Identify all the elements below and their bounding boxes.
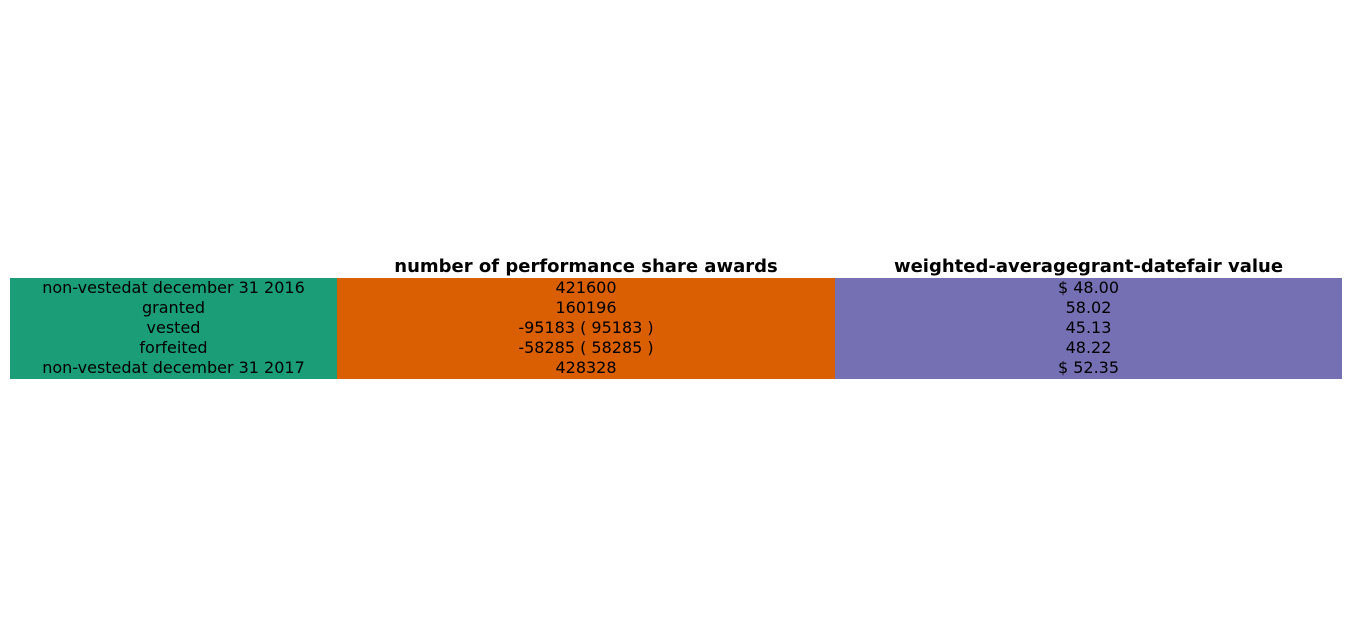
header-cell-number-of-awards: number of performance share awards: [394, 256, 778, 277]
table-cell-awards: 160196: [555, 298, 617, 317]
header-cell-fair-value: weighted-averagegrant-datefair value: [893, 256, 1284, 277]
table-cell-awards: 421600: [555, 278, 617, 297]
table-cell-awards: -58285 ( 58285 ): [518, 338, 654, 357]
table-cell-row-label: forfeited: [139, 338, 208, 357]
table-cell-fair-value: $ 48.00: [1057, 278, 1120, 297]
table-cell-fair-value: 45.13: [1065, 318, 1112, 337]
table-cell-row-label: non-vestedat december 31 2017: [42, 358, 305, 377]
table-cell-row-label: non-vestedat december 31 2016: [42, 278, 305, 297]
table-cell-fair-value: 48.22: [1065, 338, 1112, 357]
table-cell-awards: 428328: [555, 358, 617, 377]
table-cell-fair-value: $ 52.35: [1057, 358, 1120, 377]
fair-value-column: $ 48.00 58.02 45.13 48.22 $ 52.35: [835, 278, 1342, 379]
header-cell-row-labels: [10, 256, 337, 278]
table-header-row: number of performance share awards weigh…: [10, 256, 1342, 278]
table-cell-awards: -95183 ( 95183 ): [518, 318, 654, 337]
performance-share-table: number of performance share awards weigh…: [10, 256, 1342, 379]
table-cell-row-label: granted: [142, 298, 205, 317]
row-label-column: non-vestedat december 31 2016 granted ve…: [10, 278, 337, 379]
awards-column: 421600 160196 -95183 ( 95183 ) -58285 ( …: [337, 278, 835, 379]
table-cell-row-label: vested: [146, 318, 201, 337]
table-cell-fair-value: 58.02: [1065, 298, 1112, 317]
